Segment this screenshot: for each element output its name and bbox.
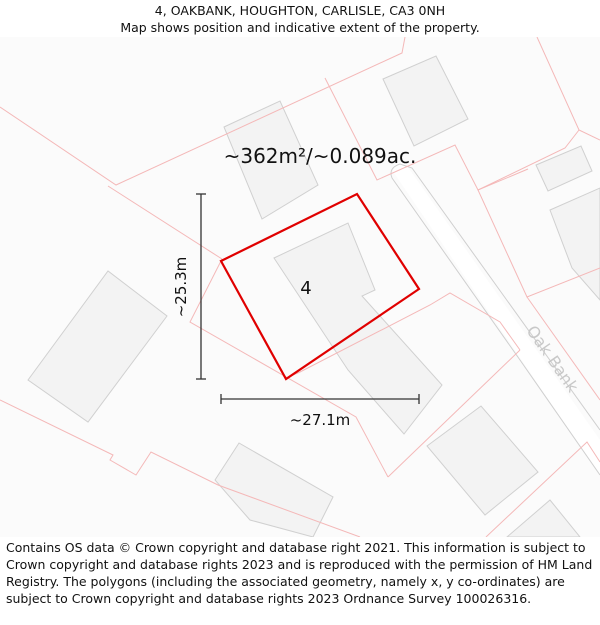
property-map[interactable]: ~362m²/~0.089ac. 4 ~25.3m ~27.1m Oak Ban…: [0, 37, 600, 537]
dimension-horizontal: [220, 394, 420, 404]
property-boundary[interactable]: [219, 192, 421, 381]
dimension-vertical: [196, 193, 206, 380]
map-subtitle: Map shows position and indicative extent…: [120, 20, 480, 35]
building: [535, 145, 593, 192]
map-header: 4, OAKBANK, HOUGHTON, CARLISLE, CA3 0NH …: [0, 0, 600, 40]
copyright-notice: Contains OS data © Crown copyright and d…: [6, 540, 593, 606]
buildings: [27, 55, 600, 537]
building: [27, 270, 168, 423]
property-address: 4, OAKBANK, HOUGHTON, CARLISLE, CA3 0NH: [154, 3, 446, 18]
building: [214, 442, 334, 537]
dimension-vertical-label: ~25.3m: [172, 257, 190, 318]
building: [382, 55, 469, 147]
building: [273, 222, 443, 435]
building: [506, 499, 581, 537]
building: [549, 187, 600, 301]
plot-number-label: 4: [300, 278, 311, 299]
building: [223, 100, 319, 220]
parcel-boundaries: [0, 37, 600, 537]
building: [426, 405, 539, 516]
area-label: ~362m²/~0.089ac.: [224, 144, 417, 168]
road-oak-bank: [390, 162, 600, 476]
dimension-horizontal-label: ~27.1m: [290, 411, 351, 429]
